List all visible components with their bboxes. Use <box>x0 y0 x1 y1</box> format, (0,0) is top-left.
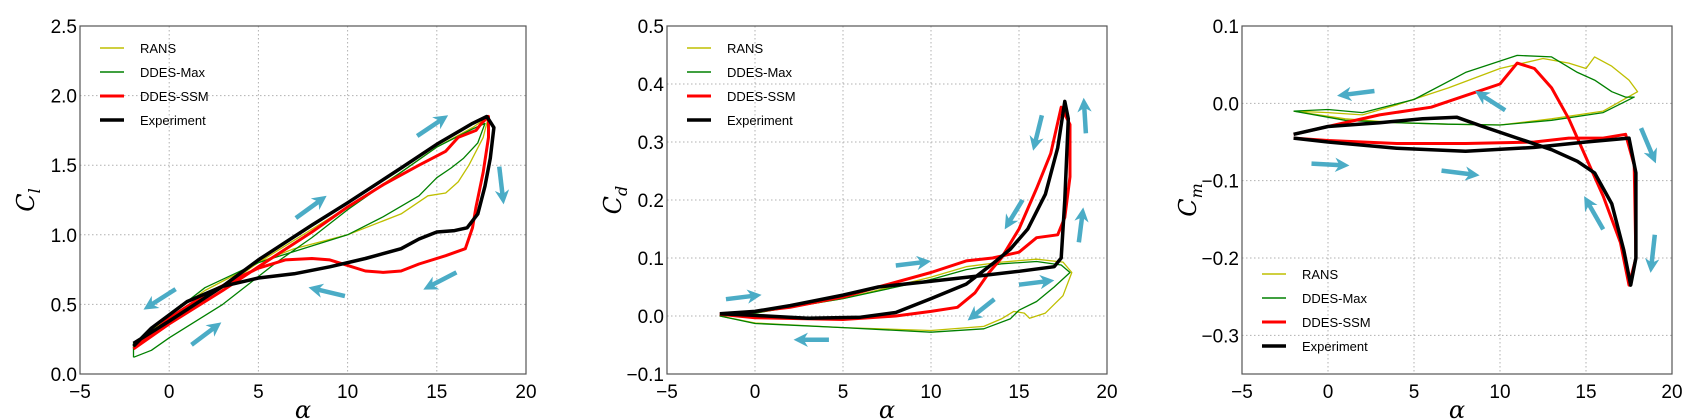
direction-arrow-icon <box>967 297 996 321</box>
legend-label: DDES-Max <box>140 65 206 80</box>
legend-label: DDES-Max <box>727 65 793 80</box>
legend-label: Experiment <box>1302 339 1368 354</box>
y-tick-label: 0.3 <box>638 133 664 154</box>
series-line-rans <box>719 258 1073 332</box>
direction-arrow-icon <box>1644 234 1660 273</box>
y-tick-label: 1.0 <box>51 226 77 247</box>
axes-frame <box>79 25 527 375</box>
direction-arrow-icon <box>1018 274 1055 290</box>
y-axis-label-subscript: m <box>1187 183 1206 198</box>
direction-arrow-icon <box>725 289 762 304</box>
y-axis-label-main: C <box>12 193 40 211</box>
direction-arrow-icon <box>1311 157 1350 173</box>
y-tick-label: −0.2 <box>1201 249 1239 270</box>
axes-frame <box>1241 25 1673 375</box>
series-line-ddes-max <box>1293 54 1635 126</box>
axes-frame <box>666 25 1108 375</box>
y-tick-label: −0.3 <box>1201 326 1239 347</box>
direction-arrow-icon <box>308 283 346 299</box>
x-tick-label: 20 <box>1661 382 1682 403</box>
plot-area <box>80 26 526 374</box>
x-tick-label: 15 <box>1575 382 1596 403</box>
x-tick-label: 15 <box>426 382 447 403</box>
y-tick-label: 0.0 <box>51 365 77 386</box>
x-axis-label: α <box>879 396 895 420</box>
x-tick-label: 5 <box>838 382 849 403</box>
direction-arrow-icon <box>1638 127 1657 164</box>
legend-label: DDES-SSM <box>1302 315 1371 330</box>
direction-arrow-icon <box>1441 166 1480 181</box>
direction-arrow-icon <box>1004 198 1025 230</box>
direction-arrow-icon <box>1077 97 1092 134</box>
y-tick-label: 0.1 <box>638 249 664 270</box>
x-axis-label: α <box>1449 396 1465 420</box>
legend-label: Experiment <box>727 113 793 128</box>
y-axis-label: Cm <box>1174 183 1206 217</box>
direction-arrow-icon <box>415 115 449 138</box>
y-tick-label: 0.2 <box>638 191 664 212</box>
legend-label: DDES-SSM <box>140 89 209 104</box>
x-tick-label: 20 <box>515 382 536 403</box>
x-tick-label: −5 <box>656 382 678 403</box>
x-tick-label: 0 <box>1323 382 1334 403</box>
direction-arrow-icon <box>190 322 222 347</box>
y-tick-label: 2.5 <box>51 17 77 38</box>
series-line-experiment <box>719 99 1071 321</box>
legend-label: RANS <box>140 41 176 56</box>
y-tick-label: 0.0 <box>638 307 664 328</box>
y-tick-label: 0.1 <box>1213 17 1239 38</box>
y-axis-label: Cd <box>599 186 631 215</box>
y-tick-label: −0.1 <box>1201 172 1239 193</box>
x-tick-label: 10 <box>1489 382 1510 403</box>
x-tick-label: 5 <box>1409 382 1420 403</box>
direction-arrow-icon <box>1074 207 1089 243</box>
legend-label: Experiment <box>140 113 206 128</box>
y-axis-label: Cl <box>12 188 44 212</box>
subplot-Cm: −5 0 5 10 15 20 −0.3 −0.2 −0.1 0.0 0.1 α Cm RANS DDES-… <box>1174 17 1683 420</box>
y-tick-label: −0.1 <box>626 365 664 386</box>
direction-arrow-icon <box>1029 114 1045 151</box>
x-tick-label: 20 <box>1096 382 1117 403</box>
y-axis-label-subscript: l <box>25 188 44 193</box>
x-tick-label: −5 <box>69 382 91 403</box>
x-tick-label: −5 <box>1231 382 1253 403</box>
series-line-experiment <box>132 114 496 348</box>
subplot-Cl: −5 0 5 10 15 20 0.0 0.5 1.0 1.5 2.0 2.5 α Cl RANS DDES-… <box>12 17 537 420</box>
direction-arrow-icon <box>494 166 510 205</box>
direction-arrow-icon <box>1337 86 1375 102</box>
x-tick-label: 10 <box>337 382 358 403</box>
y-tick-label: 0.0 <box>1213 94 1239 115</box>
series-line-experiment <box>1293 115 1638 287</box>
direction-arrow-icon <box>1584 196 1606 231</box>
direction-arrow-icon <box>1475 90 1507 113</box>
y-tick-label: 0.5 <box>638 17 664 38</box>
subplot-Cd: −5 0 5 10 15 20 −0.1 0.0 0.1 0.2 0.3 0.4 0.5 α Cd RANS D… <box>599 17 1118 420</box>
y-axis-label-main: C <box>599 196 627 214</box>
legend-label: RANS <box>727 41 763 56</box>
series-line-ddes-ssm <box>719 105 1072 321</box>
series-line-ddes-ssm <box>1293 61 1638 287</box>
legend-label: RANS <box>1302 267 1338 282</box>
y-tick-label: 0.4 <box>638 75 665 96</box>
x-tick-label: 5 <box>253 382 264 403</box>
legend-label: DDES-Max <box>1302 291 1368 306</box>
y-tick-label: 2.0 <box>51 87 77 108</box>
x-tick-label: 15 <box>1008 382 1029 403</box>
direction-arrow-icon <box>423 270 458 290</box>
direction-arrow-icon <box>143 287 177 310</box>
x-tick-label: 10 <box>920 382 941 403</box>
legend-label: DDES-SSM <box>727 89 796 104</box>
y-tick-label: 0.5 <box>51 295 77 316</box>
direction-arrow-icon <box>895 255 932 271</box>
y-tick-label: 1.5 <box>51 156 77 177</box>
y-axis-label-main: C <box>1174 198 1202 216</box>
direction-arrow-icon <box>294 195 327 220</box>
x-tick-label: 0 <box>750 382 761 403</box>
y-axis-label-subscript: d <box>612 186 631 196</box>
x-axis-label: α <box>295 396 311 420</box>
x-tick-label: 0 <box>164 382 175 403</box>
